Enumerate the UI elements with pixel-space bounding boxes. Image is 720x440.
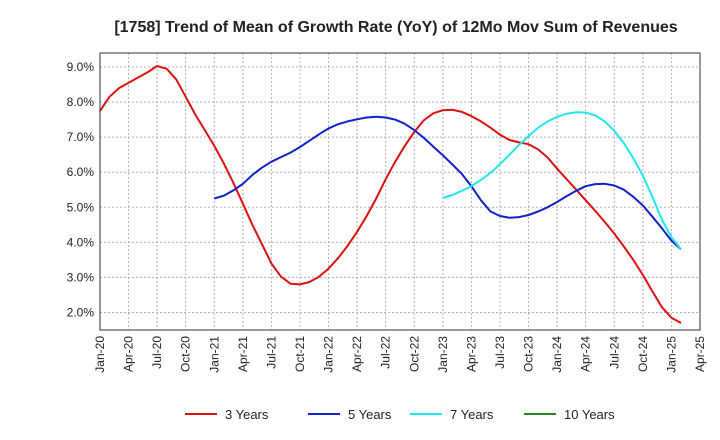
x-tick-label: Jul-23	[493, 336, 507, 369]
x-tick-label: Jan-21	[207, 336, 221, 373]
x-tick-label: Jan-22	[322, 336, 336, 373]
legend: 3 Years 5 Years 7 Years 10 Years	[185, 407, 615, 422]
x-tick-label: Jul-24	[607, 336, 621, 369]
x-tick-label: Oct-23	[522, 336, 536, 372]
legend-label: 5 Years	[348, 407, 392, 422]
plot-series	[99, 65, 682, 324]
y-tick-label: 6.0%	[67, 165, 95, 179]
chart-title: [1758] Trend of Mean of Growth Rate (YoY…	[114, 19, 677, 36]
x-tick-label: Oct-21	[293, 336, 307, 372]
x-tick-label: Oct-24	[636, 336, 650, 372]
y-tick-label: 5.0%	[67, 200, 95, 214]
y-tick-label: 8.0%	[67, 95, 95, 109]
x-tick-label: Apr-23	[464, 336, 478, 372]
legend-label: 10 Years	[564, 407, 615, 422]
x-tick-label: Jul-21	[264, 336, 278, 369]
x-tick-label: Apr-21	[236, 336, 250, 372]
series-line-7-years	[442, 111, 682, 251]
x-tick-label: Apr-25	[693, 336, 707, 372]
x-tick-label: Apr-24	[579, 336, 593, 372]
x-tick-label: Oct-22	[407, 336, 421, 372]
x-tick-label: Jan-25	[664, 336, 678, 373]
x-tick-label: Apr-22	[350, 336, 364, 372]
x-tick-label: Jul-20	[150, 336, 164, 369]
x-tick-label: Jan-24	[550, 336, 564, 373]
x-tick-label: Oct-20	[179, 336, 193, 372]
x-tick-label: Jan-20	[93, 336, 107, 373]
y-tick-label: 2.0%	[67, 305, 95, 319]
x-tick-label: Apr-20	[122, 336, 136, 372]
y-tick-label: 9.0%	[67, 60, 95, 74]
y-axis: 2.0% 3.0% 4.0% 5.0% 6.0% 7.0% 8.0% 9.0%	[67, 60, 95, 319]
series-line-3-years	[99, 65, 682, 324]
x-tick-label: Jan-23	[436, 336, 450, 373]
legend-label: 3 Years	[225, 407, 269, 422]
x-axis: Jan-20 Apr-20 Jul-20 Oct-20 Jan-21 Apr-21 Jul-…	[93, 336, 707, 373]
legend-label: 7 Years	[450, 407, 494, 422]
x-tick-label: Jul-22	[379, 336, 393, 369]
grid	[99, 53, 701, 330]
y-tick-label: 7.0%	[67, 130, 95, 144]
series-line-5-years	[214, 115, 682, 251]
y-tick-label: 4.0%	[67, 235, 95, 249]
plot-frame	[99, 52, 701, 331]
y-tick-label: 3.0%	[67, 270, 95, 284]
